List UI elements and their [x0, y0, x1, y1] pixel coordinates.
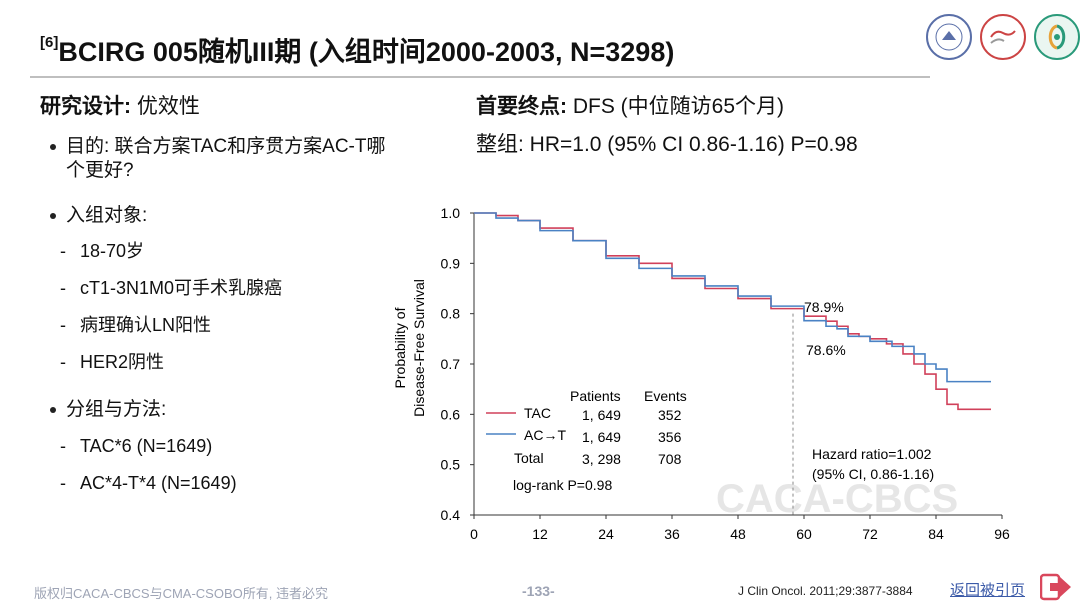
grouping-item-text: AC*4-T*4 (N=1649) — [80, 473, 237, 493]
grouping-item: - TAC*6 (N=1649) — [60, 436, 213, 456]
legend-act-patients: 1, 649 — [582, 429, 621, 445]
legend-tac-name: TAC — [524, 405, 551, 421]
back-link[interactable]: 返回被引页 — [950, 582, 1026, 599]
y-tick-label: 1.0 — [441, 205, 461, 221]
x-tick-label: 96 — [994, 526, 1010, 542]
hazard-ratio-text: Hazard ratio=1.002 — [812, 446, 932, 462]
page-title-text: BCIRG 005随机III期 (入组时间2000-2003, N=3298) — [58, 37, 675, 67]
y-tick-label: 0.9 — [441, 255, 461, 271]
chart-axes: 0.4 0.5 0.6 0.7 0.8 0.9 1.0 0 12 24 36 48 60 72 84 96 — [441, 205, 1010, 542]
study-design-value: 优效性 — [131, 95, 200, 118]
y-tick-label: 0.4 — [441, 507, 461, 523]
enrollment-item: -18-70岁 — [60, 241, 145, 261]
act-month60-label: 78.6% — [806, 342, 846, 358]
legend-header-patients: Patients — [570, 388, 621, 404]
hazard-ci-text: (95% CI, 0.86-1.16) — [812, 466, 934, 482]
x-tick-label: 84 — [928, 526, 944, 542]
bcs-logo — [980, 14, 1026, 60]
y-axis-label-line-1: Probability of — [392, 307, 408, 388]
x-tick-label: 36 — [664, 526, 680, 542]
bullet-dot — [50, 213, 56, 219]
x-tick-label: 12 — [532, 526, 548, 542]
purpose-text: 目的: 联合方案TAC和序贯方案AC-T哪 个更好? — [66, 135, 385, 183]
enrollment-item-text: cT1-3N1M0可手术乳腺癌 — [80, 278, 283, 298]
legend-header-events: Events — [644, 388, 687, 404]
copyright-notice: 版权归CACA-CBCS与CMA-CSOBO所有, 违者必究 — [34, 586, 328, 601]
legend-total-patients: 3, 298 — [582, 451, 621, 467]
purpose-line-2: 个更好? — [66, 160, 134, 181]
watermark: CACA-CBCS — [716, 477, 958, 521]
grouping-item: - AC*4-T*4 (N=1649) — [60, 473, 237, 493]
back-arrow-icon[interactable] — [1040, 572, 1072, 602]
legend-total-name: Total — [514, 450, 544, 466]
tac-month60-label: 78.9% — [804, 299, 844, 315]
dfs-km-chart: CACA-CBCS 0.4 0.5 0.6 0.7 0.8 0.9 1.0 0 12 24 36 48… — [380, 196, 1030, 561]
legend-act-events: 356 — [658, 429, 682, 445]
university-seal-logo — [926, 14, 972, 60]
x-tick-label: 24 — [598, 526, 614, 542]
x-tick-label: 48 — [730, 526, 746, 542]
y-tick-label: 0.8 — [441, 306, 461, 322]
x-tick-label: 0 — [470, 526, 478, 542]
legend-tac-events: 352 — [658, 407, 682, 423]
x-tick-label: 72 — [862, 526, 878, 542]
study-design: 研究设计: 优效性 — [40, 90, 200, 120]
primary-endpoint-label: 首要终点: — [476, 95, 567, 118]
enrollment-item: - HER2阴性 — [60, 352, 165, 372]
logrank-text: log-rank P=0.98 — [513, 477, 612, 493]
study-design-label: 研究设计: — [40, 95, 131, 118]
enrollment-item-text: HER2阴性 — [80, 352, 165, 372]
enrollment-item-text: 病理确认LN阳性 — [80, 315, 212, 335]
grouping-item-text: TAC*6 (N=1649) — [80, 436, 213, 456]
chart-curves — [474, 212, 991, 411]
y-axis-label-line-2: Disease-Free Survival — [411, 279, 427, 417]
purpose-line-1: 目的: 联合方案TAC和序贯方案AC-T哪 — [66, 136, 386, 157]
primary-endpoint: 首要终点: DFS (中位随访65个月) — [476, 90, 784, 120]
page-number: -133- — [522, 583, 555, 599]
km-curve-svg: CACA-CBCS 0.4 0.5 0.6 0.7 0.8 0.9 1.0 0 12 24 36 48… — [392, 205, 1010, 542]
y-tick-label: 0.6 — [441, 406, 461, 422]
legend-act-name: AC→T — [524, 427, 566, 443]
primary-endpoint-value: DFS (中位随访65个月) — [567, 95, 785, 118]
enrollment-item: - 病理确认LN阳性 — [60, 315, 212, 335]
overall-result: 整组: HR=1.0 (95% CI 0.86-1.16) P=0.98 — [476, 133, 858, 156]
enrollment-item-text: 18-70岁 — [80, 241, 145, 261]
x-tick-label: 60 — [796, 526, 812, 542]
logo-group — [926, 14, 1080, 60]
tac-curve — [474, 212, 991, 411]
reference-number: [6] — [40, 34, 59, 51]
y-tick-label: 0.5 — [441, 457, 461, 473]
caca-logo — [1034, 14, 1080, 60]
legend-tac-patients: 1, 649 — [582, 407, 621, 423]
y-tick-label: 0.7 — [441, 356, 461, 372]
bullet-dot — [50, 144, 56, 150]
bullet-dot — [50, 407, 56, 413]
legend-total-events: 708 — [658, 451, 682, 467]
grouping-label: 分组与方法: — [66, 399, 167, 420]
page-title: [6]BCIRG 005随机III期 (入组时间2000-2003, N=329… — [40, 30, 674, 69]
act-curve — [474, 212, 991, 383]
citation: J Clin Oncol. 2011;29:3877-3884 — [738, 584, 913, 598]
enrollment-label: 入组对象: — [66, 205, 148, 226]
title-divider — [30, 76, 930, 78]
enrollment-item: - cT1-3N1M0可手术乳腺癌 — [60, 278, 283, 298]
